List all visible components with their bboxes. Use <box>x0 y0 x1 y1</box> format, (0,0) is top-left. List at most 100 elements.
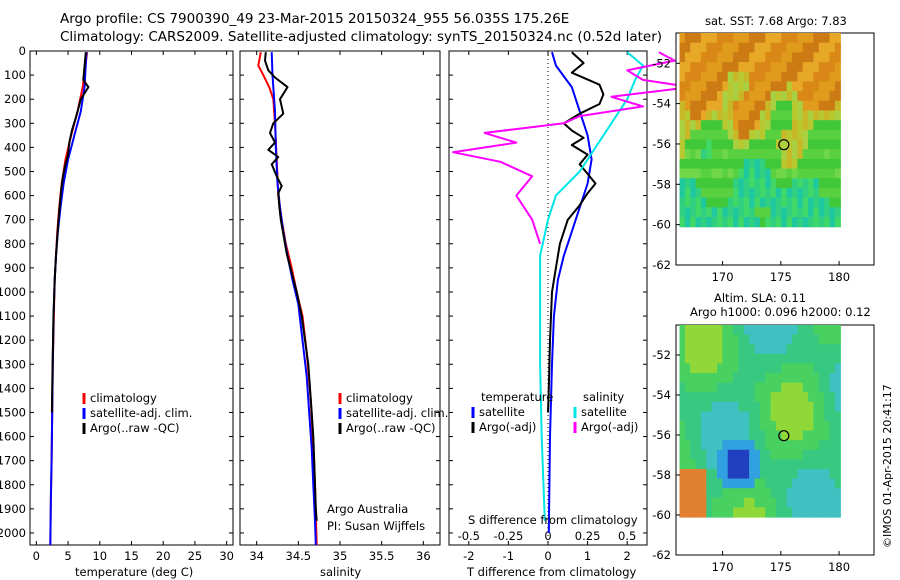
map-cell <box>808 187 815 199</box>
map-cell <box>765 334 772 345</box>
map-cell <box>765 139 772 150</box>
map-cell <box>722 207 729 218</box>
map-cell <box>829 91 836 102</box>
map-cell <box>797 178 804 189</box>
map-cell <box>818 469 825 480</box>
map-y-tick-label: -52 <box>652 56 671 70</box>
map-cell <box>749 334 756 345</box>
map-cell <box>722 488 729 499</box>
map-cell <box>700 488 707 499</box>
map-cell <box>727 42 734 53</box>
map-cell <box>770 120 777 131</box>
map-cell <box>759 129 766 141</box>
map-cell <box>749 421 756 432</box>
map-cell <box>802 459 809 470</box>
map-cell <box>797 449 804 460</box>
map-cell <box>775 469 782 480</box>
map-cell <box>765 52 772 63</box>
x-tick-label: 36 <box>416 549 431 563</box>
map-cell <box>775 488 782 499</box>
map-cell <box>802 382 809 393</box>
map-cell <box>679 62 686 73</box>
map-cell <box>775 344 782 355</box>
map-cell <box>808 459 815 470</box>
map-cell <box>775 149 782 160</box>
map-cell <box>781 139 788 150</box>
map-cell <box>754 507 761 518</box>
map-cell <box>802 33 809 44</box>
map-cell <box>700 158 707 170</box>
map-cell <box>695 81 702 92</box>
map-cell <box>727 411 734 422</box>
map-cell <box>749 42 756 53</box>
map-cell <box>824 33 831 44</box>
map-cell <box>695 344 702 355</box>
map-cell <box>759 168 766 179</box>
map-cell <box>690 411 697 422</box>
map-cell <box>684 187 691 199</box>
depth-tick-label: 1500 <box>0 405 26 419</box>
map-cell <box>824 187 831 199</box>
map-cell <box>786 149 793 160</box>
map-x-tick-label: 175 <box>770 560 792 574</box>
map-cell <box>754 421 761 432</box>
map-y-tick-label: -62 <box>652 548 671 562</box>
map-cell <box>722 158 729 170</box>
map-cell <box>775 421 782 432</box>
map-cell <box>733 207 740 218</box>
map-cell <box>813 363 820 374</box>
map-cell <box>808 217 815 228</box>
map-cell <box>781 52 788 63</box>
map-cell <box>743 33 750 44</box>
map-cell <box>834 62 841 73</box>
sst-map-panel: 170 175 180 -52 -54 -56 -58 -60 -62 <box>652 32 875 284</box>
map-cell <box>679 100 686 112</box>
map-cell <box>722 449 729 460</box>
map-cell <box>706 440 713 451</box>
map-cell <box>727 507 734 518</box>
map-cell <box>738 353 745 364</box>
map-cell <box>829 334 836 345</box>
map-x-tick-label: 175 <box>770 270 792 284</box>
map-cell <box>684 382 691 393</box>
map-cell <box>765 42 772 53</box>
map-cell <box>792 373 798 384</box>
x-tick-label: 34 <box>249 549 264 563</box>
map-cell <box>711 197 718 208</box>
map-cell <box>679 401 686 412</box>
map-cell <box>690 207 697 218</box>
map-cell <box>717 168 723 179</box>
map-cell <box>824 52 831 63</box>
map-cell <box>706 178 713 189</box>
difference-s-xlabel: S difference from climatology <box>468 513 638 527</box>
map-cell <box>834 217 841 228</box>
map-cell <box>802 149 809 160</box>
map-cell <box>813 373 820 384</box>
map-cell <box>727 488 734 499</box>
map-cell <box>727 120 734 131</box>
map-cell <box>802 421 809 432</box>
map-cell <box>684 325 691 336</box>
map-cell <box>781 421 788 432</box>
map-cell <box>700 168 707 179</box>
map-cell <box>818 373 825 384</box>
map-cell <box>834 430 841 441</box>
depth-tick-label: 900 <box>4 261 26 275</box>
map-cell <box>781 129 788 141</box>
map-cell <box>706 168 713 179</box>
map-cell <box>818 353 825 364</box>
map-cell <box>813 197 820 208</box>
map-cell <box>684 411 691 422</box>
map-cell <box>759 488 766 499</box>
map-cell <box>738 149 745 160</box>
map-cell <box>679 430 686 441</box>
map-cell <box>690 100 697 112</box>
map-cell <box>679 488 686 499</box>
map-cell <box>797 100 804 112</box>
map-cell <box>684 139 691 150</box>
map-cell <box>770 42 777 53</box>
map-cell <box>824 71 831 82</box>
map-cell <box>727 497 734 508</box>
map-cell <box>824 507 831 518</box>
map-cell <box>743 392 750 403</box>
